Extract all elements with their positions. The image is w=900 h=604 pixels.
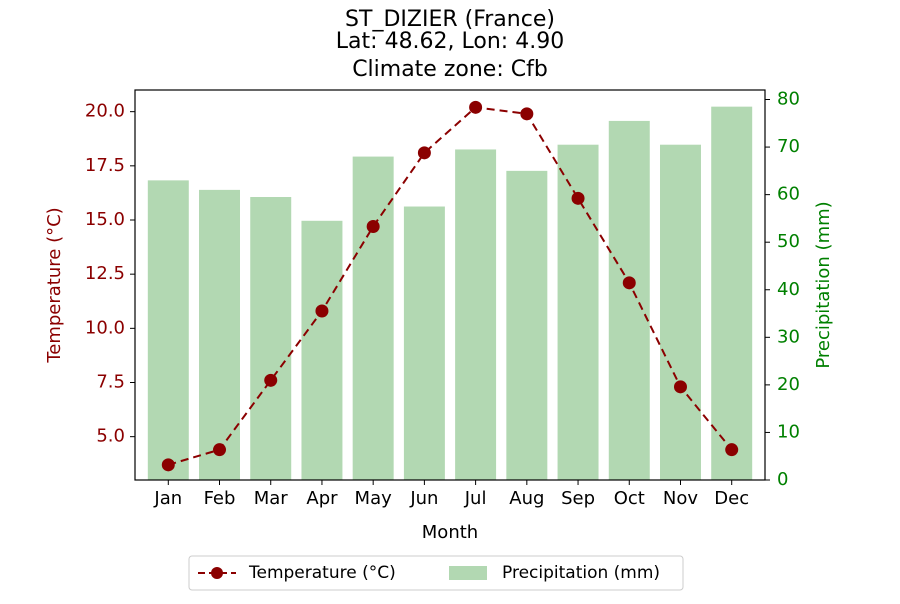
x-tick-label-mar: Mar (254, 488, 289, 509)
y-left-tick-label: 17.5 (85, 155, 125, 176)
y-right-tick-label: 40 (777, 279, 800, 300)
plot-area-frame (134, 89, 766, 481)
legend: Temperature (°C) Precipitation (mm) (188, 555, 684, 591)
y-right-tick-label: 10 (777, 421, 800, 442)
precipitation-bar-jan (147, 180, 189, 481)
x-tick-label-may: May (355, 488, 393, 509)
legend-precipitation-label: Precipitation (mm) (502, 563, 660, 583)
precipitation-bar-dec (711, 106, 753, 481)
x-axis-label: Month (422, 522, 478, 543)
y-right-tick-label: 20 (777, 374, 800, 395)
chart-title: ST_DIZIER (France) Lat: 48.62, Lon: 4.90… (336, 7, 564, 82)
temperature-point-apr (315, 304, 329, 318)
legend-temperature-marker-swatch (211, 567, 223, 579)
x-tick-label-nov: Nov (663, 488, 698, 509)
temperature-point-jun (417, 146, 431, 160)
precipitation-bar-apr (301, 220, 343, 481)
temperature-point-sep (571, 191, 585, 205)
y-left-tick-label: 20.0 (85, 101, 125, 122)
x-tick-label-jun: Jun (409, 488, 438, 509)
legend-precipitation-swatch (449, 566, 487, 580)
y-left-tick-label: 15.0 (85, 209, 125, 230)
y-axis-right-label: Precipitation (mm) (813, 201, 834, 368)
x-axis: Jan Feb Mar Apr May Jun Jul Aug Sep Oct Nov Dec (153, 480, 749, 509)
y-left-tick-label: 12.5 (85, 263, 125, 284)
legend-temperature-label: Temperature (°C) (248, 563, 396, 583)
temperature-line (168, 106, 733, 466)
x-tick-label-jan: Jan (153, 488, 182, 509)
temperature-point-aug (520, 107, 534, 121)
x-tick-label-apr: Apr (306, 488, 338, 509)
precipitation-bar-mar (250, 197, 292, 480)
temperature-line-group (161, 100, 739, 472)
x-tick-label-aug: Aug (509, 488, 544, 509)
x-tick-label-oct: Oct (614, 488, 645, 509)
legend-box (188, 555, 684, 591)
y-right-tick-label: 0 (777, 469, 788, 490)
precipitation-bars (147, 106, 753, 481)
y-axis-right: 0 10 20 30 40 50 60 70 80 (765, 89, 800, 490)
precipitation-bar-oct (608, 120, 650, 480)
precipitation-bar-jul (455, 149, 497, 480)
chart-title-line-2: Lat: 48.62, Lon: 4.90 (336, 29, 564, 54)
y-right-tick-label: 60 (777, 184, 800, 205)
precipitation-bar-feb (199, 189, 240, 480)
x-tick-label-jul: Jul (464, 488, 487, 509)
y-axis-left-label: Temperature (°C) (44, 207, 65, 363)
precipitation-bar-may (352, 156, 394, 480)
x-tick-label-dec: Dec (714, 488, 749, 509)
temperature-point-nov (673, 380, 687, 394)
temperature-point-dec (725, 443, 739, 457)
precipitation-bar-aug (506, 170, 548, 481)
temperature-point-jan (161, 458, 175, 472)
y-left-tick-label: 5.0 (96, 426, 125, 447)
x-tick-label-feb: Feb (204, 488, 236, 509)
y-left-tick-label: 10.0 (85, 317, 125, 338)
temperature-point-jul (469, 100, 483, 114)
temperature-point-may (366, 220, 380, 233)
temperature-point-oct (622, 276, 636, 290)
y-right-tick-label: 50 (777, 231, 800, 252)
x-tick-label-sep: Sep (561, 488, 595, 509)
y-right-tick-label: 70 (777, 136, 800, 157)
precipitation-bar-jun (403, 206, 445, 480)
precipitation-bar-nov (660, 144, 701, 480)
y-axis-left: 5.0 7.5 10.0 12.5 15.0 17.5 20.0 (85, 101, 135, 447)
y-left-tick-label: 7.5 (96, 372, 125, 393)
temperature-point-mar (264, 373, 278, 387)
temperature-point-feb (213, 443, 227, 457)
chart-title-line-1: ST_DIZIER (France) (345, 7, 555, 32)
chart-title-line-3: Climate zone: Cfb (352, 57, 548, 82)
y-right-tick-label: 30 (777, 326, 800, 347)
y-right-tick-label: 80 (777, 89, 800, 110)
